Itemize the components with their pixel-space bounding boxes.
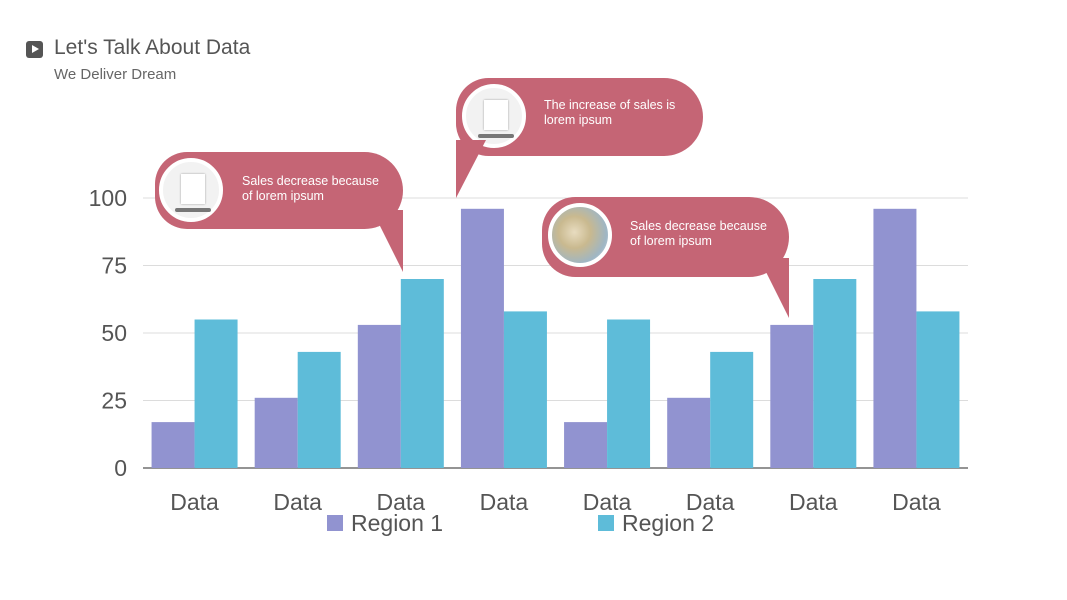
x-tick-label: Data: [686, 489, 735, 515]
callout-3: Sales decrease because of lorem ipsum: [542, 197, 789, 277]
legend-swatch-1: [327, 515, 343, 531]
callout-2-text: The increase of sales is lorem ipsum: [544, 98, 676, 127]
shelf-icon: [175, 208, 211, 212]
callout-1-thumbnail: [159, 158, 223, 222]
legend-swatch-2: [598, 515, 614, 531]
x-tick-label: Data: [170, 489, 219, 515]
page-subtitle: We Deliver Dream: [54, 66, 177, 83]
paper-icon: [181, 174, 205, 204]
callout-1-tail: [372, 210, 403, 272]
bar-2-3: [400, 279, 444, 468]
y-tick-label: 100: [89, 185, 127, 211]
callout-2-tail: [456, 140, 486, 198]
bar-1-2: [254, 397, 298, 468]
legend-label-1: Region 1: [351, 510, 443, 536]
bar-2-1: [194, 319, 238, 468]
y-tick-label: 25: [101, 388, 127, 414]
bar-2-4: [503, 311, 547, 468]
bar-1-1: [151, 422, 195, 468]
bar-1-6: [667, 397, 711, 468]
play-icon[interactable]: [26, 41, 43, 58]
x-tick-label: Data: [583, 489, 632, 515]
bar-2-8: [916, 311, 960, 468]
bar-2-2: [297, 351, 341, 468]
callout-3-text: Sales decrease because of lorem ipsum: [630, 219, 767, 248]
callout-3-tail: [759, 258, 789, 318]
y-tick-label: 50: [101, 320, 127, 346]
shelf-icon: [478, 134, 514, 138]
callout-2: The increase of sales is lorem ipsum: [456, 78, 703, 156]
bar-1-4: [460, 208, 504, 469]
x-tick-label: Data: [273, 489, 322, 515]
x-tick-label: Data: [789, 489, 838, 515]
legend-label-2: Region 2: [622, 510, 714, 536]
bar-1-7: [770, 324, 814, 468]
y-tick-label: 75: [101, 253, 127, 279]
bar-1-5: [564, 422, 608, 468]
y-tick-label: 0: [114, 455, 127, 481]
bar-1-8: [873, 208, 917, 469]
bar-2-5: [607, 319, 651, 468]
callout-3-thumbnail: [548, 203, 612, 267]
x-tick-label: Data: [892, 489, 941, 515]
bar-2-6: [710, 351, 754, 468]
callout-1-text: Sales decrease because of lorem ipsum: [242, 174, 379, 203]
callout-1: Sales decrease because of lorem ipsum: [155, 152, 403, 229]
x-tick-label: Data: [480, 489, 529, 515]
page-title: Let's Talk About Data: [54, 36, 251, 59]
callout-2-thumbnail: [462, 84, 526, 148]
paper-icon: [484, 100, 508, 130]
bar-1-3: [357, 324, 401, 468]
bar-2-7: [813, 279, 857, 468]
x-tick-label: Data: [377, 489, 426, 515]
